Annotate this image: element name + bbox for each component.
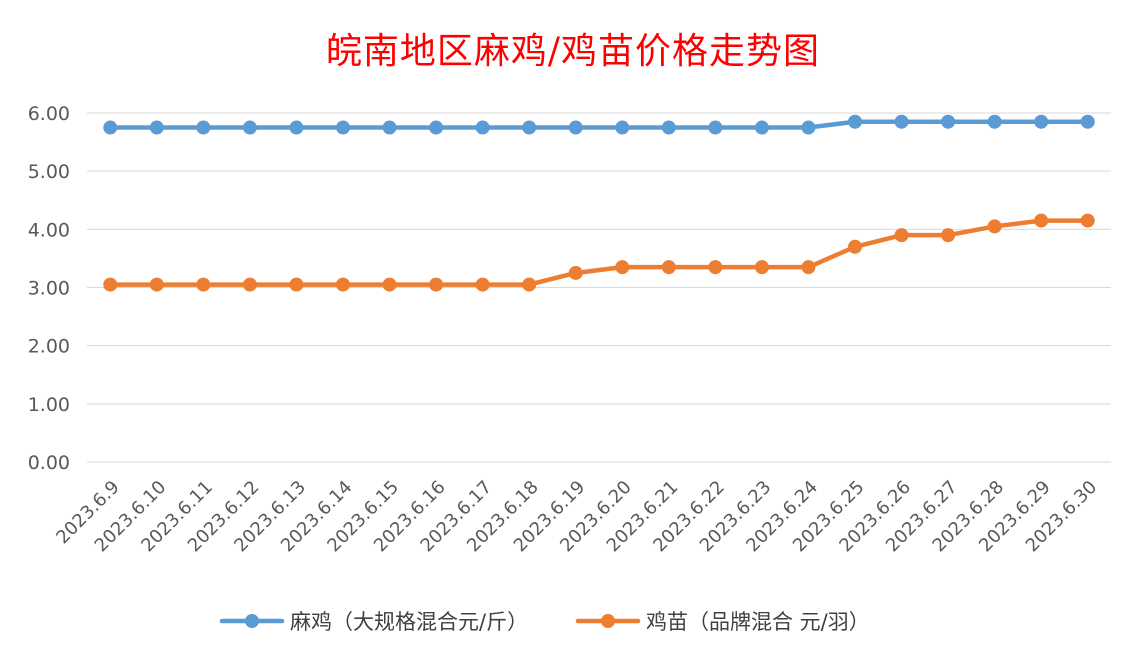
data-point <box>382 120 397 135</box>
data-point <box>615 260 630 275</box>
data-point <box>848 239 862 254</box>
data-point <box>475 277 490 292</box>
data-point <box>754 260 769 275</box>
y-tick-label: 1.00 <box>28 394 70 416</box>
y-tick-label: 0.00 <box>28 452 70 474</box>
data-point <box>1080 213 1095 228</box>
gridlines <box>87 112 1111 463</box>
y-tick-label: 4.00 <box>28 219 70 241</box>
data-point <box>801 260 816 275</box>
y-tick-label: 2.00 <box>28 336 70 358</box>
data-point <box>801 120 816 135</box>
series-line <box>108 119 1090 130</box>
legend-label: 麻鸡（大规格混合元/斤） <box>290 610 528 634</box>
data-point <box>196 120 211 135</box>
data-point <box>336 120 350 135</box>
y-axis-ticks: 0.00 1.00 2.00 3.00 4.00 5.00 6.00 <box>28 103 70 474</box>
data-point <box>894 228 909 243</box>
data-point <box>1034 213 1049 228</box>
legend-item: 鸡苗（品牌混合 元/羽） <box>575 610 870 634</box>
data-point <box>522 277 537 292</box>
data-point <box>708 260 723 275</box>
data-point <box>429 277 444 292</box>
data-point <box>429 120 444 135</box>
data-point <box>149 120 164 135</box>
series-layer <box>103 114 1095 292</box>
data-point <box>754 120 769 135</box>
series-1 <box>103 114 1095 135</box>
x-axis-ticks: 2023.6.92023.6.102023.6.112023.6.122023.… <box>52 477 1101 557</box>
data-point <box>568 120 583 135</box>
data-point <box>242 277 257 292</box>
y-tick-label: 3.00 <box>28 278 70 300</box>
data-point <box>1080 114 1095 129</box>
data-point <box>103 120 118 135</box>
series-line <box>108 218 1090 287</box>
data-point <box>987 114 1002 129</box>
legend-swatch-marker <box>601 614 615 628</box>
data-point <box>661 260 676 275</box>
data-point <box>615 120 630 135</box>
data-point <box>242 120 257 135</box>
data-point <box>941 228 956 243</box>
legend-label: 鸡苗（品牌混合 元/羽） <box>646 610 870 634</box>
y-tick-label: 6.00 <box>28 103 70 125</box>
data-point <box>1034 114 1049 129</box>
data-point <box>708 120 723 135</box>
data-point <box>941 114 956 129</box>
data-point <box>848 114 862 129</box>
legend-swatch-marker <box>245 614 259 628</box>
data-point <box>289 120 304 135</box>
y-tick-label: 5.00 <box>28 161 70 183</box>
data-point <box>336 277 350 292</box>
data-point <box>894 114 909 129</box>
data-point <box>289 277 304 292</box>
data-point <box>568 265 583 280</box>
chart-title: 皖南地区麻鸡/鸡苗价格走势图 <box>325 31 821 72</box>
data-point <box>987 219 1002 234</box>
legend-item: 麻鸡（大规格混合元/斤） <box>219 610 528 634</box>
data-point <box>475 120 490 135</box>
data-point <box>661 120 676 135</box>
data-point <box>196 277 211 292</box>
legend: 麻鸡（大规格混合元/斤） 鸡苗（品牌混合 元/羽） <box>219 610 870 634</box>
series-2 <box>103 213 1095 292</box>
data-point <box>382 277 397 292</box>
data-point <box>103 277 118 292</box>
data-point <box>149 277 164 292</box>
data-point <box>522 120 537 135</box>
